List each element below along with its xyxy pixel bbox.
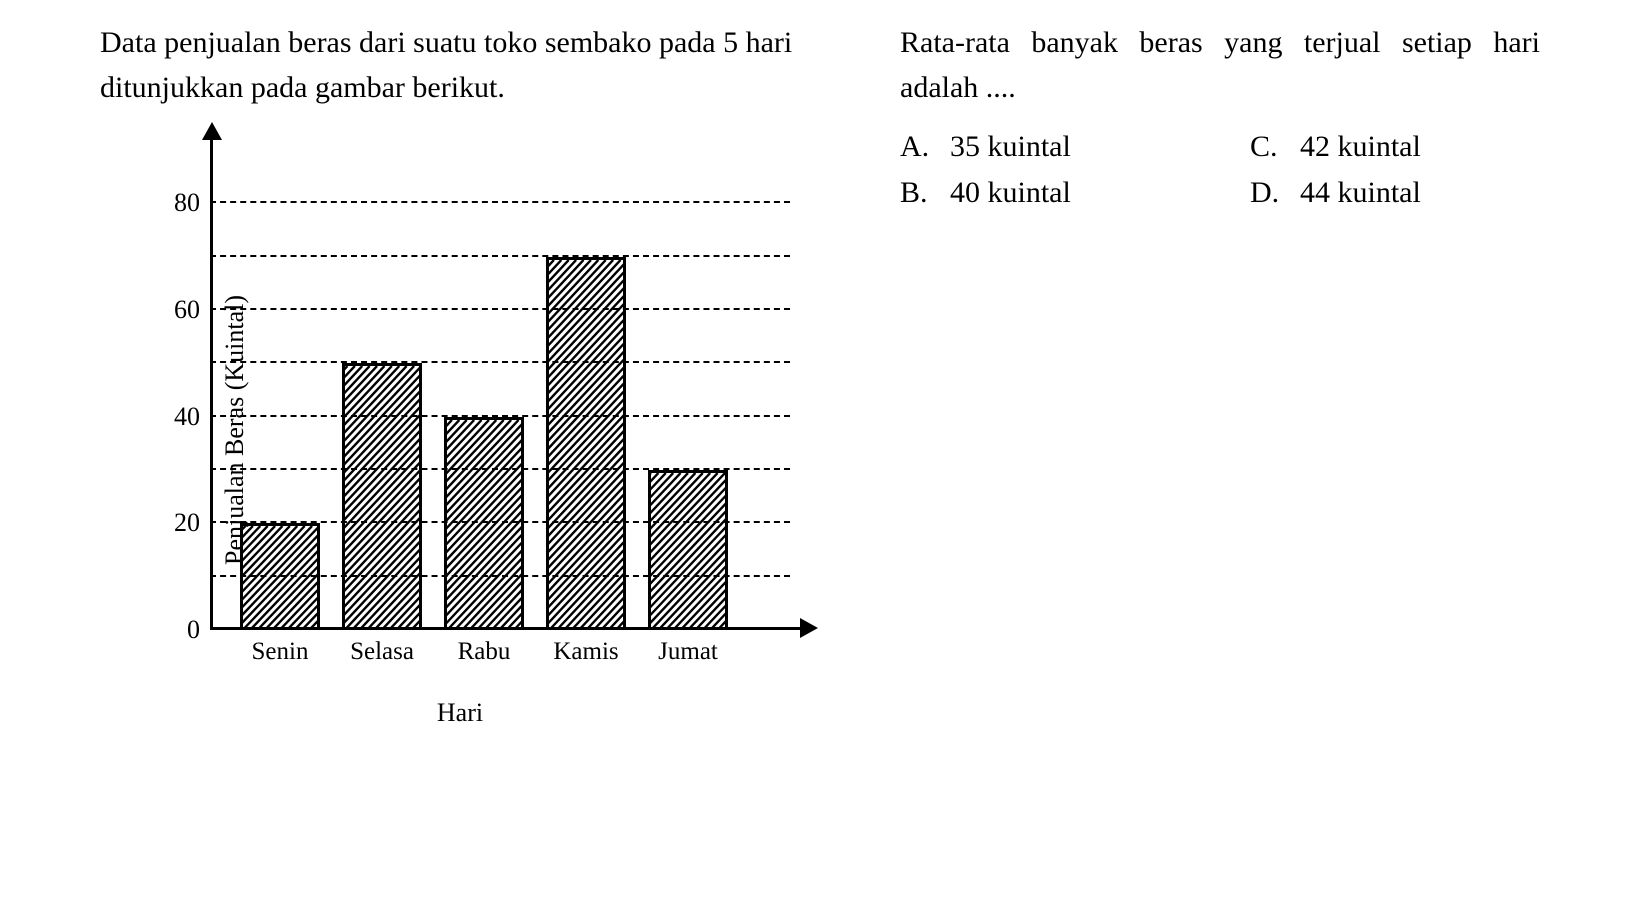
bar-group: Senin [240,523,320,630]
grid-line [210,201,790,203]
bar-category-label: Jumat [658,638,718,666]
grid-line [210,308,790,310]
y-tick-label: 60 [174,295,210,325]
option-d-letter: D. [1250,176,1280,210]
y-axis-arrow-icon [202,122,222,140]
bar-hatch-icon [447,420,521,630]
bar-category-label: Senin [252,638,309,666]
bar-category-label: Selasa [350,638,414,666]
bar-hatch-icon [651,473,725,630]
option-d: D. 44 kuintal [1250,176,1540,210]
y-tick-label: 80 [174,188,210,218]
bar-category-label: Kamis [553,638,618,666]
grid-line [210,521,790,523]
option-a-text: 35 kuintal [950,130,1071,164]
option-a-letter: A. [900,130,930,164]
option-b: B. 40 kuintal [900,176,1190,210]
option-b-text: 40 kuintal [950,176,1071,210]
bars-container: SeninSelasaRabuKamisJumat [210,150,790,630]
option-c: C. 42 kuintal [1250,130,1540,164]
x-axis-arrow-icon [800,618,818,638]
bar-hatch-icon [243,526,317,630]
y-tick-label: 40 [174,402,210,432]
y-tick-label: 0 [187,615,210,645]
bar [342,363,422,630]
option-d-text: 44 kuintal [1300,176,1421,210]
bar [240,523,320,630]
y-tick-label: 20 [174,508,210,538]
bar-category-label: Rabu [458,638,511,666]
question-text: Rata-rata banyak beras yang terjual seti… [900,20,1540,110]
option-c-letter: C. [1250,130,1280,164]
option-c-text: 42 kuintal [1300,130,1421,164]
bar-group: Selasa [342,363,422,630]
bar-chart: Penjualan Beras (Kuintal) SeninSelasaRab… [100,140,820,720]
option-b-letter: B. [900,176,930,210]
grid-line [210,255,790,257]
intro-text: Data penjualan beras dari suatu toko sem… [100,20,820,110]
answer-options: A. 35 kuintal C. 42 kuintal B. 40 kuinta… [900,130,1540,210]
bar-hatch-icon [345,366,419,630]
grid-line [210,575,790,577]
grid-line [210,415,790,417]
chart-plot-area: SeninSelasaRabuKamisJumat 020406080 [210,150,790,630]
bar [648,470,728,630]
bar-group: Jumat [648,470,728,630]
grid-line [210,361,790,363]
x-axis-label: Hari [437,698,483,728]
grid-line [210,468,790,470]
option-a: A. 35 kuintal [900,130,1190,164]
